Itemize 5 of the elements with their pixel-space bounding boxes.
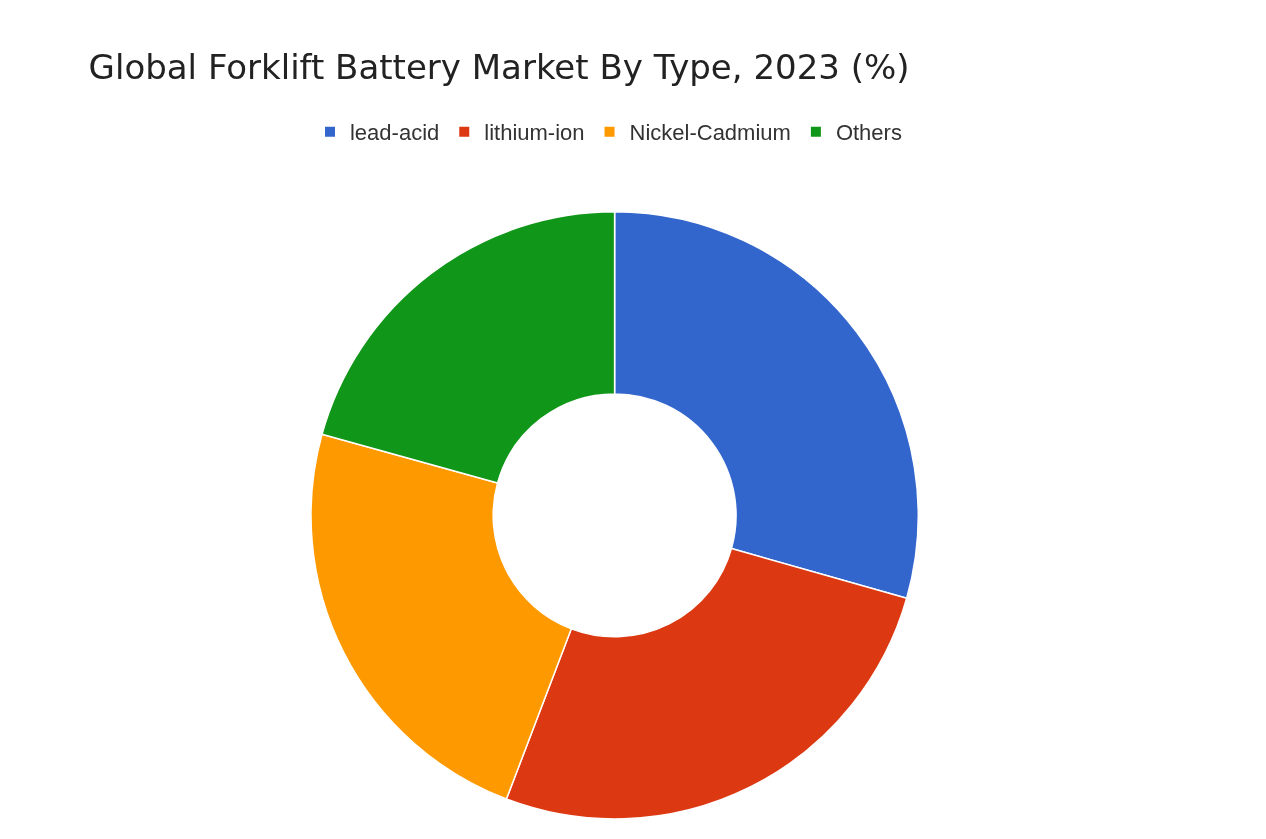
chart-title: Global Forklift Battery Market By Type, 2023 (%) xyxy=(88,47,910,88)
legend-label: lithium-ion xyxy=(484,120,585,146)
legend-label: Others xyxy=(835,120,902,146)
legend-label: lead-acid xyxy=(349,120,440,146)
legend-label: Nickel-Cadmium xyxy=(629,120,791,146)
